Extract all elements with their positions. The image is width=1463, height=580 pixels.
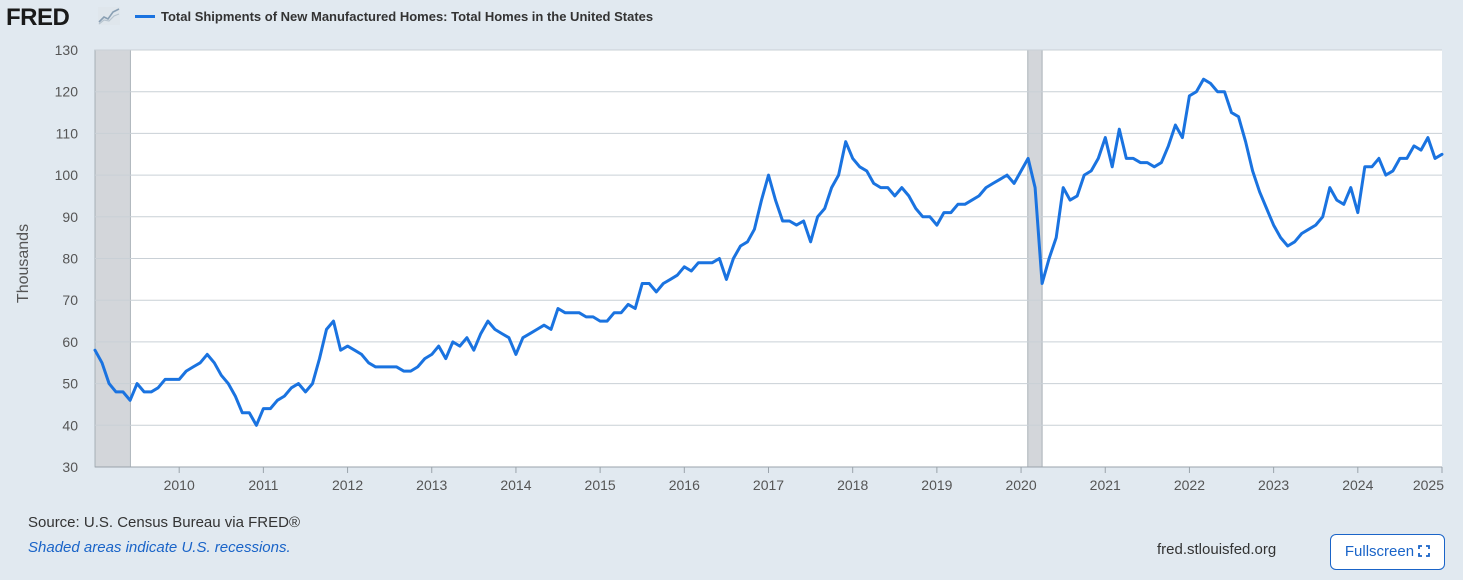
y-tick-label: 120 [55, 84, 79, 100]
y-tick-label: 110 [56, 125, 79, 141]
recession-note: Shaded areas indicate U.S. recessions. [28, 539, 291, 556]
y-tick-label: 90 [62, 209, 78, 225]
y-tick-label: 40 [62, 417, 78, 433]
x-tick-label: 2010 [164, 477, 195, 493]
legend-swatch [135, 15, 155, 19]
y-tick-label: 60 [62, 334, 78, 350]
fred-logo-text: FRED [6, 4, 70, 31]
x-tick-label: 2021 [1090, 477, 1121, 493]
fred-logo[interactable]: FRED [6, 4, 70, 32]
x-tick-label: 2025 [1413, 477, 1444, 493]
y-tick-label: 50 [62, 376, 78, 392]
y-tick-label: 130 [55, 42, 79, 58]
legend-label: Total Shipments of New Manufactured Home… [161, 9, 654, 24]
x-tick-label: 2018 [837, 477, 868, 493]
x-tick-label: 2024 [1342, 477, 1373, 493]
y-tick-label: 70 [62, 292, 78, 308]
fullscreen-icon [1418, 545, 1430, 557]
series-line[interactable] [93, 77, 1444, 427]
x-tick-label: 2014 [500, 477, 531, 493]
x-tick-label: 2012 [332, 477, 363, 493]
chart-header: FRED Total Shipments of New Manufactured… [0, 0, 1463, 34]
x-tick-label: 2013 [416, 477, 447, 493]
x-tick-label: 2016 [669, 477, 700, 493]
y-tick-label: 100 [55, 167, 79, 183]
fullscreen-label: Fullscreen [1344, 543, 1415, 560]
x-tick-label: 2022 [1174, 477, 1205, 493]
x-axis-tick-labels: 2010 2011 2012 2013 2014 2015 2016 2017 2018 2019… [164, 467, 1444, 493]
y-axis-tick-labels: 30 40 50 60 70 80 90 100 110 120 130 [55, 42, 79, 475]
x-tick-label: 2019 [921, 477, 952, 493]
x-tick-label: 2011 [248, 477, 278, 493]
x-tick-label: 2023 [1258, 477, 1289, 493]
chart-legend: Total Shipments of New Manufactured Home… [135, 9, 653, 24]
x-tick-label: 2020 [1005, 477, 1036, 493]
fullscreen-button[interactable]: Fullscreen [1330, 534, 1445, 570]
fred-url[interactable]: fred.stlouisfed.org [1157, 541, 1277, 558]
source-note: Source: U.S. Census Bureau via FRED® [28, 514, 300, 531]
y-axis-label: Thousands [15, 224, 32, 303]
x-tick-label: 2017 [753, 477, 784, 493]
y-tick-label: 30 [62, 459, 78, 475]
y-tick-label: 80 [62, 251, 78, 267]
series-layer [93, 77, 1444, 427]
x-tick-label: 2015 [585, 477, 616, 493]
fred-logo-graph-icon [98, 7, 120, 25]
